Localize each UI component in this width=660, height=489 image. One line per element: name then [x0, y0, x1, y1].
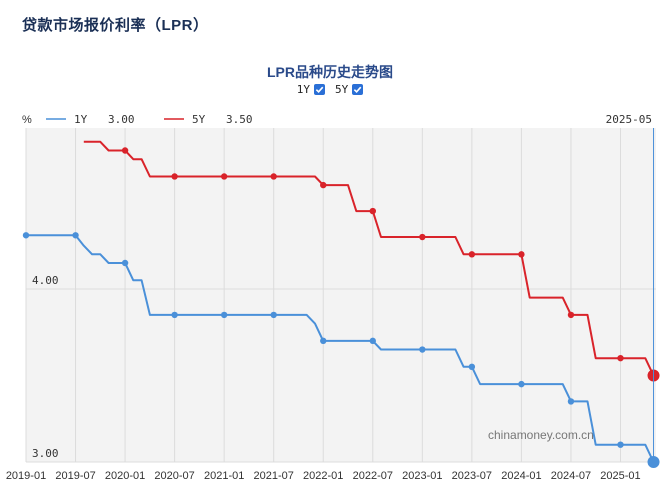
- tooltip-legend: 1Y 3.00 5Y 3.50 2025-05: [46, 113, 652, 126]
- data-point-5y[interactable]: [617, 354, 624, 362]
- x-tick-label: 2021-01: [204, 470, 244, 482]
- toggle-1y[interactable]: 1Y: [297, 83, 325, 96]
- data-point-5y[interactable]: [518, 251, 525, 258]
- watermark: chinamoney.com.cn: [488, 428, 594, 442]
- grid-lines: [25, 128, 656, 463]
- toggle-5y-label: 5Y: [335, 83, 349, 96]
- data-point-1y[interactable]: [220, 311, 228, 319]
- axis-labels: 2019-01 2019-07 2020-01 2020-07 2021-01 2021-…: [6, 274, 641, 482]
- data-point-1y[interactable]: [567, 398, 575, 405]
- data-point-1y[interactable]: [171, 311, 178, 319]
- data-point-5y[interactable]: [121, 147, 129, 154]
- data-point-1y[interactable]: [22, 232, 30, 239]
- data-point-1y[interactable]: [468, 363, 476, 371]
- x-tick-label: 2025-01: [600, 470, 640, 482]
- data-point-5y[interactable]: [567, 311, 575, 319]
- data-point-1y[interactable]: [419, 346, 426, 353]
- checkbox-checked-icon[interactable]: [314, 84, 325, 95]
- legend-5y-label: 5Y: [192, 113, 206, 126]
- series-toggles: 1Y 5Y: [0, 83, 660, 96]
- legend-1y-value: 3.00: [108, 113, 135, 126]
- y-tick-label: 4.00: [32, 274, 59, 287]
- series-markers: [22, 147, 660, 468]
- data-point-1y[interactable]: [518, 380, 525, 388]
- data-point-5y[interactable]: [220, 173, 228, 180]
- x-tick-label: 2019-07: [55, 470, 95, 482]
- x-tick-label: 2022-07: [353, 470, 393, 482]
- series-line-5y: [83, 140, 655, 376]
- x-tick-label: 2024-07: [551, 470, 591, 482]
- data-point-5y[interactable]: [369, 207, 376, 215]
- toggle-1y-label: 1Y: [296, 83, 310, 96]
- series-line-1y: [26, 234, 655, 463]
- data-point-1y[interactable]: [369, 337, 376, 345]
- data-point-5y[interactable]: [419, 233, 426, 241]
- y-unit-label: %: [22, 114, 32, 126]
- data-point-1y[interactable]: [270, 311, 277, 319]
- lpr-line-chart[interactable]: 2019-01 2019-07 2020-01 2020-07 2021-01 2021-…: [0, 110, 660, 489]
- chart-title: LPR品种历史走势图: [267, 64, 393, 80]
- x-tick-label: 2023-01: [402, 470, 442, 482]
- data-point-5y[interactable]: [468, 251, 476, 258]
- x-tick-label: 2020-01: [105, 470, 145, 482]
- y-tick-label: 3.00: [32, 447, 59, 460]
- legend-1y-label: 1Y: [74, 113, 88, 126]
- page-title: 贷款市场报价利率（LPR）: [22, 17, 209, 34]
- data-point-1y[interactable]: [617, 441, 624, 448]
- toggle-5y[interactable]: 5Y: [335, 83, 364, 96]
- plot-background: [26, 128, 656, 462]
- tooltip-date: 2025-05: [606, 113, 652, 126]
- data-point-5y[interactable]: [171, 173, 178, 180]
- x-tick-label: 2024-01: [501, 470, 541, 482]
- x-tick-label: 2020-07: [154, 470, 194, 482]
- data-point-1y[interactable]: [72, 232, 79, 239]
- checkbox-checked-icon[interactable]: [352, 84, 364, 95]
- x-tick-label: 2023-07: [452, 470, 492, 482]
- data-point-1y[interactable]: [121, 259, 129, 267]
- data-point-1y[interactable]: [320, 337, 327, 345]
- x-tick-label: 2022-01: [303, 470, 343, 482]
- series-lines: [26, 140, 655, 463]
- x-tick-label: 2021-07: [254, 470, 294, 482]
- x-tick-label: 2019-01: [6, 470, 46, 482]
- data-point-5y[interactable]: [320, 181, 327, 189]
- data-point-5y[interactable]: [270, 173, 277, 180]
- legend-5y-value: 3.50: [226, 113, 253, 126]
